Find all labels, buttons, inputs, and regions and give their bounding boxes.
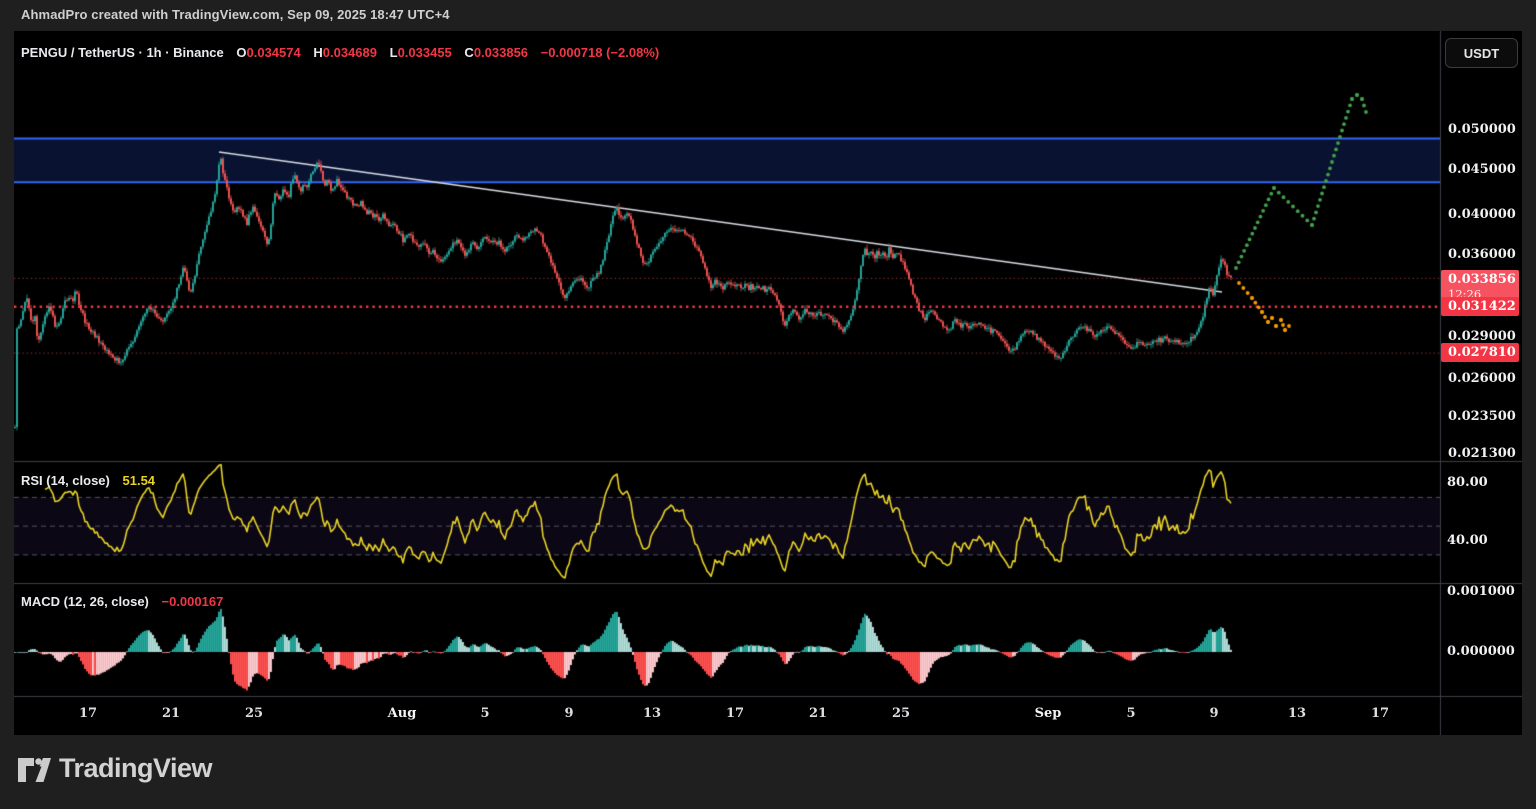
price-axis[interactable]: 0.050000 0.045000 0.040000 0.036000 0.029000… [1441, 31, 1522, 697]
tradingview-logo-icon [18, 758, 51, 782]
time-axis-label: 17 [78, 706, 98, 721]
time-axis-label: 25 [244, 706, 264, 721]
alert-price-label: 0.027810 [1441, 343, 1519, 363]
high-value: 0.034689 [322, 45, 377, 60]
close-value: 0.033856 [473, 45, 529, 60]
rsi-label: RSI (14, close) [21, 473, 110, 488]
macd-axis-label: 0.000000 [1447, 644, 1515, 659]
open-value: 0.034574 [246, 45, 301, 60]
time-axis-label: 5 [480, 706, 490, 721]
time-axis-label: Sep [1034, 706, 1062, 721]
macd-value: −0.000167 [161, 594, 224, 609]
rsi-axis-label: 80.00 [1447, 475, 1488, 490]
rsi-value: 51.54 [122, 473, 156, 488]
time-axis-label: 21 [161, 706, 181, 721]
macd-label: MACD (12, 26, close) [21, 594, 149, 609]
symbol-legend: PENGU / TetherUS · 1h · Binance O0.03457… [21, 45, 659, 60]
price-axis-label: 0.036000 [1448, 247, 1516, 262]
time-axis-label: Aug [387, 706, 417, 721]
rsi-axis-label: 40.00 [1447, 532, 1488, 548]
change-value: −0.000718 (−2.08%) [540, 45, 660, 60]
time-axis-label: 21 [808, 706, 828, 721]
time-axis-label: 13 [1287, 706, 1307, 721]
open-label: O [236, 45, 247, 60]
low-label: L [389, 45, 398, 60]
time-axis-label: 25 [891, 706, 911, 721]
macd-legend: MACD (12, 26, close) −0.000167 [21, 594, 223, 609]
low-value: 0.033455 [397, 45, 452, 60]
tradingview-wordmark: TradingView [59, 753, 213, 783]
symbol-title: PENGU / TetherUS · 1h · Binance [21, 45, 224, 60]
chart-canvas[interactable] [14, 31, 1522, 735]
price-axis-label: 0.023500 [1448, 409, 1516, 425]
macd-axis-label: 0.001000 [1447, 584, 1515, 599]
currency-toggle-button[interactable]: USDT [1445, 38, 1518, 68]
attribution-text: AhmadPro created with TradingView.com, S… [21, 7, 450, 22]
price-axis-label: 0.029000 [1448, 329, 1516, 345]
price-axis-label: 0.021300 [1448, 446, 1516, 462]
alert-price-label: 0.031422 [1441, 296, 1519, 316]
high-label: H [313, 45, 323, 60]
footer: TradingView [0, 735, 1536, 809]
time-axis-label: 13 [642, 706, 662, 721]
price-axis-label: 0.050000 [1448, 122, 1516, 138]
time-axis-label: 17 [725, 706, 745, 721]
price-axis-label: 0.040000 [1448, 206, 1516, 222]
time-axis-label: 17 [1370, 706, 1390, 721]
rsi-legend: RSI (14, close) 51.54 [21, 473, 155, 488]
price-axis-label: 0.026000 [1448, 370, 1516, 386]
price-axis-label: 0.045000 [1448, 162, 1516, 178]
attribution-bar: AhmadPro created with TradingView.com, S… [0, 0, 1536, 31]
chart-area: PENGU / TetherUS · 1h · Binance O0.03457… [14, 31, 1522, 735]
time-axis-label: 9 [1209, 706, 1219, 721]
time-axis-label: 9 [564, 706, 574, 721]
time-axis-label: 5 [1126, 706, 1136, 721]
close-label: C [464, 45, 474, 60]
time-axis[interactable]: 17 21 25 Aug 5 9 13 17 21 25 Sep 5 9 13 17 [14, 697, 1522, 735]
